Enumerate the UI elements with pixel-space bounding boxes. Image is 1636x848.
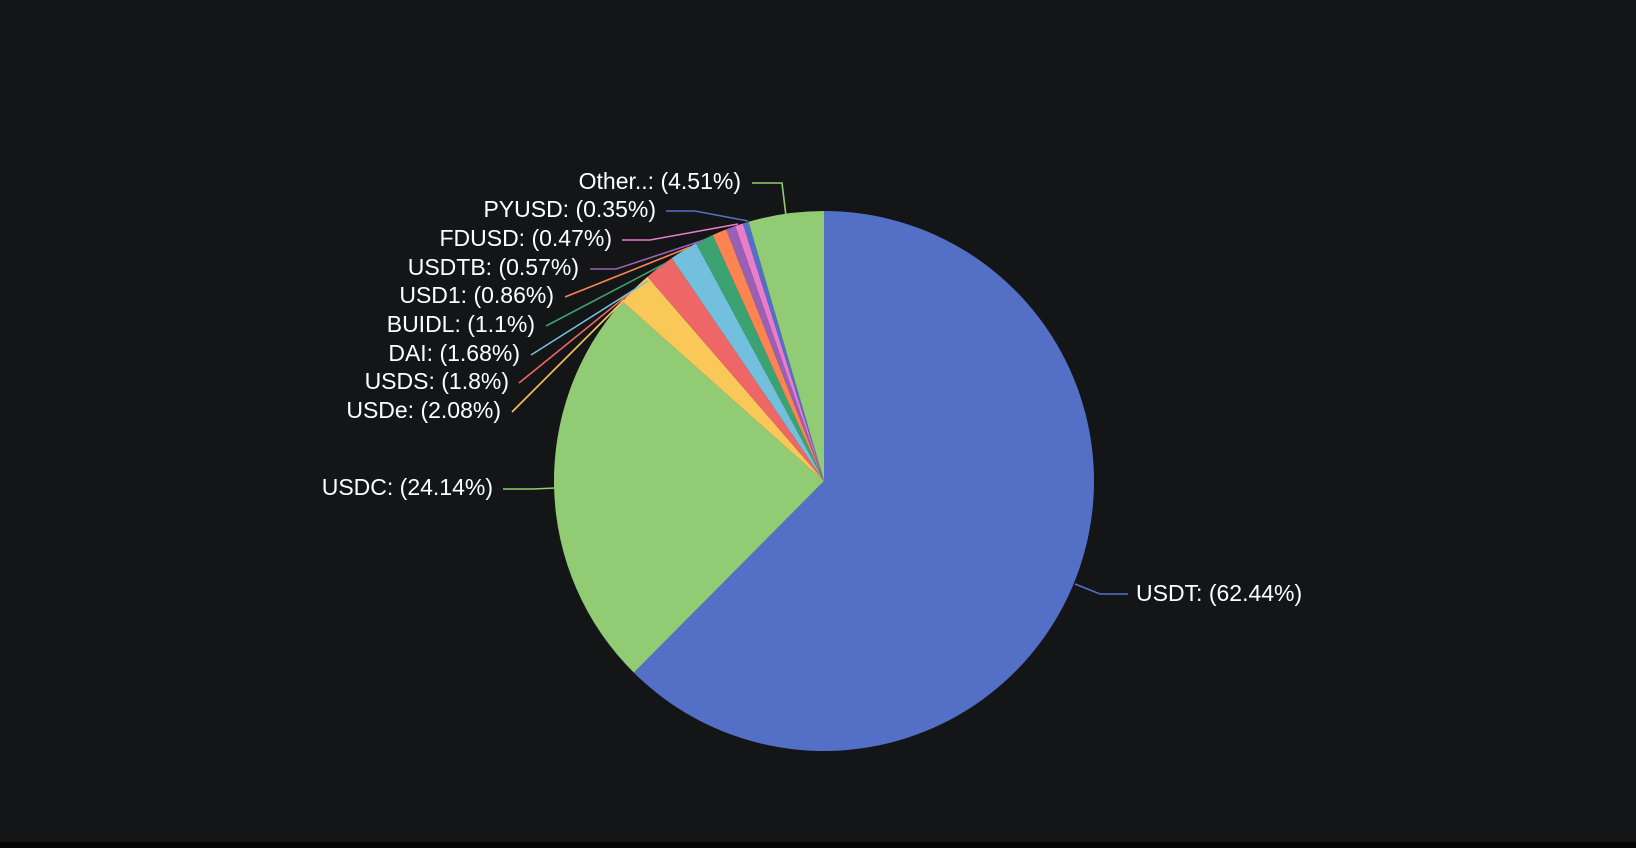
leader-line-other: [752, 182, 787, 217]
pie-slice-dai[interactable]: [671, 243, 824, 481]
slice-label-usde: USDe: (2.08%): [346, 397, 501, 423]
pie-slice-pyusd[interactable]: [742, 221, 824, 481]
pie-slice-usdtb[interactable]: [726, 226, 824, 481]
leader-line-dai: [530, 280, 649, 356]
pie-slice-usds[interactable]: [647, 258, 824, 481]
slice-label-dai: DAI: (1.68%): [388, 340, 520, 366]
pie-slices: [553, 211, 1094, 751]
slice-label-usdc: USDC: (24.14%): [322, 474, 493, 500]
pie-slice-usdc[interactable]: [553, 301, 824, 673]
slice-labels: USDT: (62.44%) USDC: (24.14%) USDe: (2.08%…: [322, 168, 1302, 606]
slice-label-usd1: USD1: (0.86%): [399, 282, 554, 308]
leader-line-usdtb: [590, 239, 705, 270]
pie-slice-other[interactable]: [748, 211, 824, 481]
slice-label-other: Other..: (4.51%): [579, 168, 741, 194]
slice-label-usdtb: USDTB: (0.57%): [408, 254, 579, 280]
leader-line-buidl: [545, 262, 667, 327]
slice-label-usdt: USDT: (62.44%): [1136, 580, 1302, 606]
leader-line-pyusd: [666, 210, 749, 222]
slice-label-fdusd: FDUSD: (0.47%): [439, 225, 612, 251]
pie-slice-usde[interactable]: [622, 276, 824, 481]
bottom-edge-strip: [0, 842, 1636, 848]
leader-line-usde: [511, 299, 625, 413]
pie-slice-usd1[interactable]: [712, 229, 824, 481]
slice-label-pyusd: PYUSD: (0.35%): [483, 196, 656, 222]
slice-label-usds: USDS: (1.8%): [365, 368, 509, 394]
slice-label-buidl: BUIDL: (1.1%): [387, 311, 535, 337]
pie-slice-buidl[interactable]: [696, 234, 824, 481]
leader-line-fdusd: [622, 223, 739, 241]
pie-slice-fdusd[interactable]: [735, 223, 824, 482]
leader-lines: [503, 182, 1128, 595]
pie-slice-usdt[interactable]: [633, 211, 1094, 751]
leader-line-usds: [518, 292, 631, 384]
leader-line-usd1: [564, 246, 691, 298]
leader-line-usdc: [503, 487, 556, 490]
leader-line-usdt: [1074, 583, 1128, 595]
